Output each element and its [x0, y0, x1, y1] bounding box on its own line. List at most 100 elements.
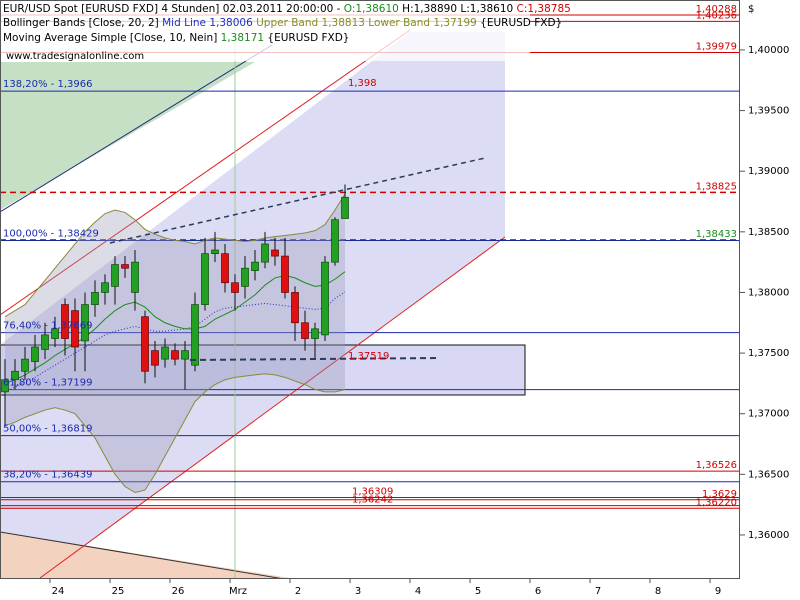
candle-body	[171, 350, 179, 360]
candle-body	[141, 316, 149, 372]
legend-text: {EURUSD FXD}	[267, 32, 349, 44]
y-tick-label: 1,37500	[748, 348, 789, 359]
legend-text: {EURUSD FXD}	[480, 17, 562, 29]
legend-text: Lower Band 1,37199	[368, 17, 477, 29]
channel-line	[0, 29, 411, 316]
candle-body	[231, 282, 239, 293]
candle-body	[131, 261, 139, 293]
candles	[1, 184, 349, 426]
candle-body	[41, 334, 49, 350]
indicator-line	[4, 193, 346, 318]
candle-body	[201, 253, 209, 305]
annotation: 1,398	[348, 78, 377, 89]
x-tick-label: 6	[535, 586, 541, 597]
fib-label: 61,80% - 1,37199	[3, 378, 92, 389]
y-tick-label: 1,39000	[748, 166, 789, 177]
candle-body	[71, 310, 79, 348]
x-tick-label: 25	[112, 586, 125, 597]
candle-body	[211, 249, 219, 255]
candle-body	[31, 346, 39, 362]
fib-label: 100,00% - 1,38429	[3, 228, 99, 239]
fib-label: 50,00% - 1,36819	[3, 424, 92, 435]
level-label: 1,36242	[352, 495, 393, 506]
candle-body	[91, 292, 99, 305]
x-tick-label: Mrz	[229, 586, 247, 597]
y-tick-label: 1,40000	[748, 45, 789, 56]
level-label: 1,36220	[696, 497, 737, 508]
legend-text: 1,38171	[221, 32, 264, 44]
header-close: C:1,38785	[517, 3, 571, 15]
y-tick-label: 1,39500	[748, 106, 789, 117]
level-label: 1,36526	[696, 460, 737, 471]
header-open: O:1,38610	[344, 3, 399, 15]
level-label: 1,36309	[352, 486, 393, 497]
candle-body	[301, 322, 309, 339]
candle-body	[81, 304, 89, 342]
candle-body	[221, 253, 229, 284]
indicator-line	[4, 373, 346, 494]
candle-body	[291, 292, 299, 324]
header-backdrop	[0, 1, 530, 61]
level-label: 1,40288	[696, 4, 737, 15]
legend-text: Upper Band 1,38813	[256, 17, 365, 29]
candle-body	[181, 350, 189, 360]
indicator-line	[4, 291, 346, 393]
candle-body	[271, 249, 279, 257]
range-box	[0, 344, 526, 396]
candle-body	[51, 328, 59, 339]
drawings: 138,20% - 1,3966 100,00% - 1,38429 76,40% …	[0, 0, 740, 578]
legend-text: Mid Line 1,38006	[162, 17, 253, 29]
x-tick-label: 26	[172, 586, 185, 597]
candle-body	[321, 261, 329, 336]
x-tick-label: 4	[415, 586, 421, 597]
y-tick-label: 1,36000	[748, 530, 789, 541]
candle-body	[151, 350, 159, 366]
projection-line	[189, 357, 441, 361]
level-label: 1,39979	[696, 42, 737, 53]
x-tick-label: 2	[295, 586, 301, 597]
level-label: 1,38825	[696, 181, 737, 192]
level-labels: 138,20% - 1,3966 100,00% - 1,38429 76,40% …	[3, 4, 737, 508]
x-tick-label: 7	[595, 586, 601, 597]
legend-bollinger: Bollinger Bands [Close, 20, 2] Mid Line …	[3, 17, 562, 29]
axes: 1,36000 1,36500 1,37000 1,37500 1,38000 1,385…	[0, 45, 789, 597]
x-tick-label: 8	[655, 586, 661, 597]
candle-body	[311, 328, 319, 339]
legend-text: Moving Average Simple [Close, 10, Nein]	[3, 32, 217, 44]
candle-body	[191, 304, 199, 366]
watermark: www.tradesignalonline.com	[6, 51, 144, 62]
y-tick-label: 1,37000	[748, 409, 789, 420]
level-label: 1,40236	[696, 10, 737, 21]
candle-body	[281, 255, 289, 293]
x-tick-label: 9	[715, 586, 721, 597]
candle-body	[21, 358, 29, 372]
y-tick-label: 1,38000	[748, 287, 789, 298]
header-high: H:1,38890	[402, 3, 457, 15]
legend-text: Bollinger Bands [Close, 20, 2]	[3, 17, 159, 29]
candle-body	[11, 370, 19, 381]
legend-ma: Moving Average Simple [Close, 10, Nein] …	[3, 32, 350, 44]
annotation: 1,37519	[348, 351, 389, 362]
channel-line	[39, 236, 506, 578]
x-tick-label: 24	[52, 586, 65, 597]
x-tick-label: 5	[475, 586, 481, 597]
candle-body	[241, 267, 249, 287]
y-tick-label: 1,36500	[748, 469, 789, 480]
level-label: 1,38433	[696, 229, 737, 240]
candle-body	[331, 219, 339, 263]
y-tick-label: 1,38500	[748, 227, 789, 238]
fib-label: 138,20% - 1,3966	[3, 79, 92, 90]
header-low: L:1,38610	[460, 3, 513, 15]
candle-body	[261, 243, 269, 263]
currency: $	[748, 4, 754, 15]
candle-body	[61, 304, 69, 339]
candle-body	[251, 261, 259, 271]
band-fill	[5, 193, 345, 493]
candle-body	[341, 196, 349, 219]
x-tick-label: 3	[355, 586, 361, 597]
candle-body	[161, 346, 169, 360]
trend-line	[0, 531, 281, 578]
fib-label: 38,20% - 1,36439	[3, 470, 92, 481]
projection-line	[109, 157, 486, 244]
